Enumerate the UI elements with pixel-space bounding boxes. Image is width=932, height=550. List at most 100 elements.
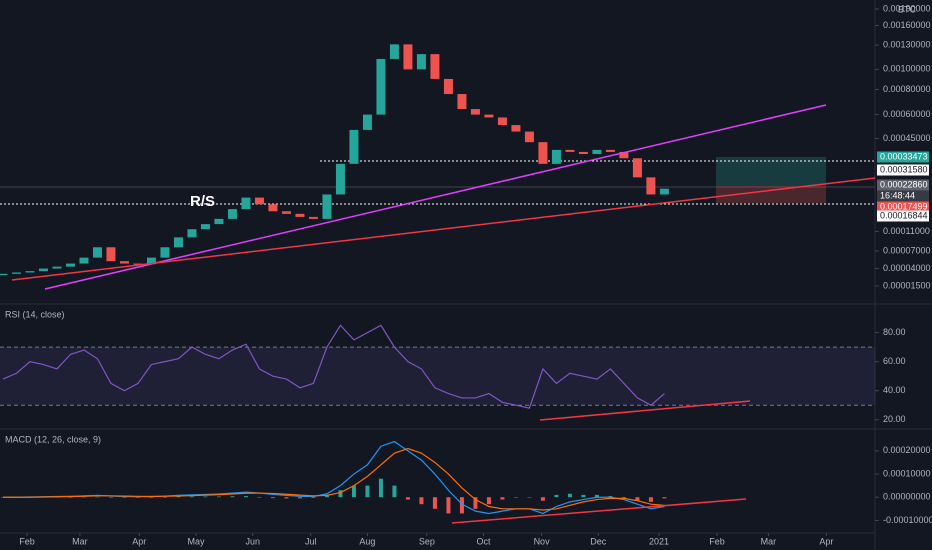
- y-tick-label: 0.00045000: [883, 133, 931, 143]
- stop-zone: [716, 186, 826, 203]
- x-tick-label: Aug: [359, 536, 375, 546]
- histogram-bar: [500, 497, 505, 500]
- x-tick-label: Feb: [709, 536, 725, 546]
- x-tick-label: May: [187, 536, 205, 546]
- candle: [65, 263, 75, 267]
- candle: [173, 237, 183, 248]
- candle: [349, 129, 359, 164]
- y-tick-label: 0.00000000: [883, 492, 931, 502]
- y-tick-label: 0.00190000: [883, 3, 931, 13]
- x-tick-label: Apr: [819, 536, 833, 546]
- histogram-bar: [108, 497, 113, 498]
- price-tag: 0.00033473: [880, 151, 928, 161]
- x-tick-label: Nov: [534, 536, 551, 546]
- candle: [403, 44, 413, 70]
- candle: [281, 211, 291, 214]
- y-tick-label: 20.00: [883, 414, 906, 424]
- histogram-bar: [257, 497, 262, 498]
- candle: [565, 149, 575, 152]
- rsi-line: [2, 324, 665, 409]
- candle: [538, 142, 548, 164]
- candle: [38, 268, 48, 272]
- x-tick-label: 2021: [649, 536, 669, 546]
- y-tick-label: 80.00: [883, 327, 906, 337]
- candle: [52, 266, 62, 269]
- candle: [362, 114, 372, 130]
- rsi-band-fill: [0, 347, 875, 405]
- histogram-bar: [0, 497, 5, 498]
- candle: [214, 218, 224, 225]
- x-tick-label: Mar: [761, 536, 777, 546]
- candle: [592, 149, 602, 154]
- candle: [497, 117, 507, 126]
- candle: [632, 158, 642, 178]
- x-tick-label: Jun: [245, 536, 260, 546]
- histogram-bar: [419, 497, 424, 505]
- candle: [524, 131, 534, 143]
- unit-label: BTC: [898, 4, 917, 14]
- candle: [268, 204, 278, 212]
- candle: [430, 54, 440, 79]
- histogram-bar: [392, 485, 397, 498]
- candle: [511, 125, 521, 132]
- candle: [295, 213, 305, 217]
- x-tick-label: Oct: [477, 536, 492, 546]
- y-tick-label: 0.00130000: [883, 39, 931, 49]
- candle: [92, 247, 102, 258]
- y-tick-label: 40.00: [883, 385, 906, 395]
- histogram-bar: [473, 497, 478, 509]
- histogram-bar: [527, 497, 532, 498]
- rsi-divergence-line: [539, 400, 751, 421]
- histogram-bar: [554, 494, 559, 498]
- candle: [335, 163, 345, 195]
- candle: [605, 149, 615, 152]
- histogram-bar: [662, 497, 667, 499]
- histogram-bar: [338, 490, 343, 498]
- histogram-bar: [68, 496, 73, 498]
- histogram-bar: [365, 485, 370, 498]
- y-tick-label: 0.00100000: [883, 64, 931, 74]
- candle: [619, 151, 629, 159]
- histogram-bar: [459, 497, 464, 514]
- y-tick-label: 0.00010000: [883, 468, 931, 478]
- histogram-bar: [311, 497, 316, 498]
- candle: [376, 58, 386, 115]
- histogram-bar: [635, 497, 640, 501]
- candle: [133, 263, 143, 265]
- price-tag: 16:48:44: [880, 190, 915, 200]
- trend-line: [44, 104, 827, 290]
- price-tag-bg: [877, 210, 929, 222]
- annotation: R/S: [190, 193, 215, 210]
- histogram-bar: [284, 497, 289, 499]
- x-tick-label: Mar: [72, 536, 88, 546]
- candle: [25, 271, 35, 273]
- candle: [551, 149, 561, 164]
- y-tick-label: 60.00: [883, 356, 906, 366]
- candle: [308, 216, 318, 219]
- candle: [227, 209, 237, 219]
- histogram-bar: [432, 497, 437, 509]
- price-tag: 0.00016844: [880, 210, 928, 220]
- y-tick-label: 0.00080000: [883, 84, 931, 94]
- candle: [457, 94, 467, 110]
- x-tick-label: Jul: [305, 536, 317, 546]
- candle: [416, 54, 426, 70]
- rsi-title: RSI (14, close): [5, 309, 65, 319]
- histogram-bar: [351, 485, 356, 498]
- macd-line: [2, 447, 665, 511]
- histogram-bar: [216, 496, 221, 498]
- y-tick-label: 0.00001500: [883, 280, 931, 290]
- price-tag: 0.00031580: [880, 164, 928, 174]
- candle: [241, 197, 251, 210]
- macd-title: MACD (12, 26, close, 9): [5, 434, 101, 444]
- histogram-bar: [122, 497, 127, 498]
- y-tick-label: 0.00011000: [883, 226, 930, 236]
- histogram-bar: [176, 496, 181, 498]
- histogram-bar: [270, 497, 275, 499]
- histogram-bar: [405, 497, 410, 500]
- price-tag-bg: [877, 179, 929, 191]
- histogram-bar: [594, 494, 599, 498]
- histogram-bar: [648, 497, 653, 502]
- histogram-bar: [189, 496, 194, 498]
